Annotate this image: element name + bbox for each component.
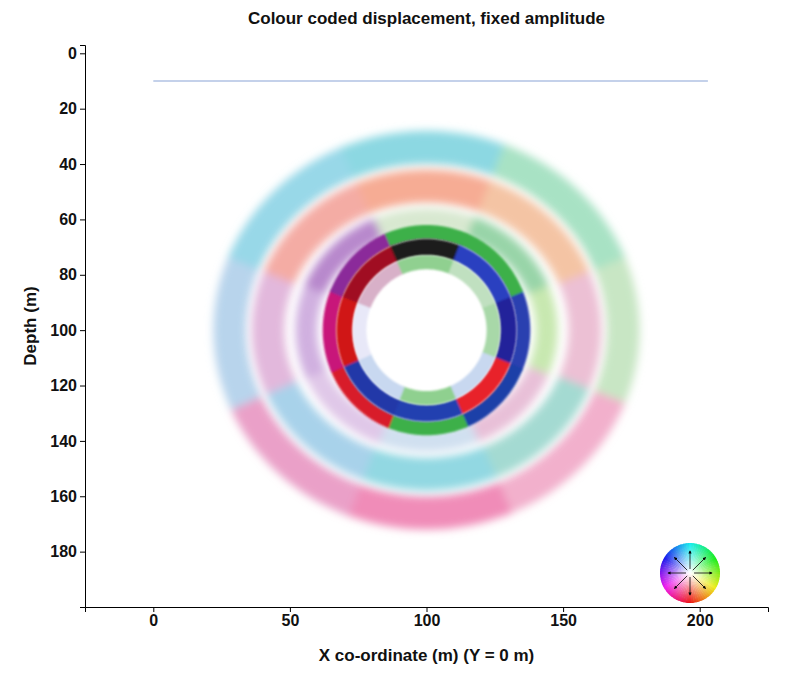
x-tick-label: 200 <box>687 612 714 629</box>
surface-line <box>153 80 708 81</box>
y-tick-mark <box>80 386 85 387</box>
x-tick: 200 <box>687 607 714 629</box>
x-axis-line <box>86 608 769 613</box>
wavefront <box>323 225 531 435</box>
wavefront-segment <box>448 261 495 308</box>
wavefront-segment <box>397 386 456 405</box>
legend-wheel-center <box>660 543 720 603</box>
wavefront-segment <box>397 255 456 274</box>
x-tick-label: 100 <box>414 612 441 629</box>
x-tick: 150 <box>550 607 577 629</box>
legend-arrow <box>674 576 687 589</box>
y-tick-label: 100 <box>50 322 77 339</box>
x-axis-title: X co-ordinate (m) (Y = 0 m) <box>319 646 535 665</box>
legend-arrow <box>694 573 712 574</box>
y-tick-mark <box>80 552 85 553</box>
legend-arrow <box>693 576 706 589</box>
wavefront <box>353 255 501 404</box>
y-tick: 120 <box>50 377 85 394</box>
x-tick-label: 50 <box>282 612 300 629</box>
y-tick: 180 <box>50 543 85 560</box>
y-tick-mark <box>80 496 85 497</box>
y-tick-label: 20 <box>59 100 77 117</box>
y-tick-mark <box>80 53 85 54</box>
y-axis-title: Depth (m) <box>21 286 40 365</box>
wavefront-segment <box>252 266 297 395</box>
wavefront-segment <box>295 281 326 379</box>
y-axis-line <box>80 46 86 608</box>
x-axis: 0 50 100 150 200 <box>86 607 769 629</box>
plot-area <box>153 81 708 529</box>
title: Colour coded displacement, fixed amplitu… <box>248 9 605 28</box>
y-tick-mark <box>80 330 85 331</box>
y-tick-mark <box>80 441 85 442</box>
wavefront-segment <box>356 170 496 214</box>
x-tick-mark <box>290 607 291 612</box>
y-tick-mark <box>80 275 85 276</box>
x-tick: 50 <box>282 607 300 629</box>
x-tick-label: 0 <box>149 612 158 629</box>
x-tick-label: 150 <box>550 612 577 629</box>
x-tick-mark <box>700 607 701 612</box>
y-tick-label: 160 <box>50 488 77 505</box>
wavefront-segment <box>356 447 496 491</box>
legend-arrow <box>674 557 687 570</box>
wavefront <box>213 131 639 530</box>
wavefront <box>295 208 557 452</box>
wavefront-segment <box>358 261 405 308</box>
y-tick-label: 0 <box>68 45 77 62</box>
y-tick: 160 <box>50 488 85 505</box>
x-tick: 100 <box>414 607 441 629</box>
wavefront-segment <box>527 281 558 379</box>
wavefront-segment <box>448 352 495 399</box>
y-tick-label: 140 <box>50 433 77 450</box>
y-tick: 60 <box>59 211 85 228</box>
x-tick-mark <box>563 607 564 612</box>
y-tick-label: 120 <box>50 377 77 394</box>
y-tick-label: 60 <box>59 211 77 228</box>
legend-arrow <box>693 557 706 570</box>
y-tick: 140 <box>50 433 85 450</box>
y-tick-label: 40 <box>59 156 77 173</box>
wavefront <box>336 239 516 422</box>
chart: 0 50 100 150 200 0 20 40 60 80 100 120 140 160 180 Colo… <box>0 0 788 675</box>
y-tick: 80 <box>59 266 85 283</box>
legend-arrow <box>690 551 691 569</box>
wavefront-segment <box>482 300 501 360</box>
legend-arrow <box>668 573 686 574</box>
y-tick-label: 180 <box>50 543 77 560</box>
x-tick: 0 <box>149 607 158 629</box>
y-tick: 20 <box>59 100 85 117</box>
wavefront-segment <box>358 352 405 399</box>
legend-arrow <box>690 577 691 595</box>
y-tick: 100 <box>50 322 85 339</box>
y-tick-mark <box>80 219 85 220</box>
y-axis: 0 20 40 60 80 100 120 140 160 180 <box>50 45 85 608</box>
y-tick: 40 <box>59 156 85 173</box>
y-tick-mark <box>80 109 85 110</box>
wavefront-segment <box>557 266 602 395</box>
y-tick-mark <box>80 164 85 165</box>
legend <box>660 543 720 603</box>
y-tick-label: 80 <box>59 266 77 283</box>
wavefront <box>252 170 602 491</box>
wavefront-segment <box>353 300 372 360</box>
x-tick-mark <box>427 607 428 612</box>
y-tick: 0 <box>68 45 85 62</box>
x-tick-mark <box>153 607 154 612</box>
